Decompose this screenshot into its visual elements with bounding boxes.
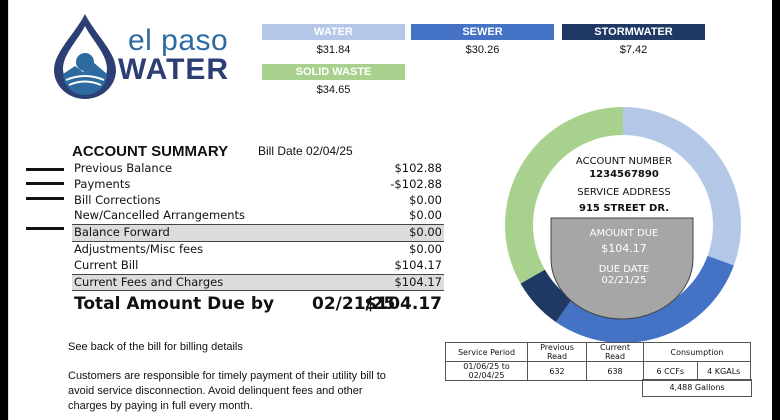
usage-cell: 638 bbox=[586, 361, 644, 381]
service-address: 915 STREET DR. bbox=[578, 203, 670, 214]
summary-row-value: $104.17 bbox=[394, 274, 442, 289]
total-due-date: 02/21/25 bbox=[312, 294, 396, 314]
service-sewer-header: SEWER bbox=[411, 24, 554, 40]
donut-arc-stormwater bbox=[520, 269, 572, 323]
summary-row-label: Adjustments/Misc fees bbox=[74, 241, 204, 256]
amount-due-box bbox=[550, 217, 694, 320]
scan-mark bbox=[26, 168, 64, 171]
page-edge bbox=[8, 0, 9, 420]
utility-bill-page: el paso WATER WATER $31.84 SEWER $30.26 … bbox=[8, 0, 772, 420]
summary-row-value: $104.17 bbox=[394, 257, 442, 272]
summary-row-label: Current Fees and Charges bbox=[74, 274, 224, 289]
total-due-label: Total Amount Due by bbox=[74, 294, 275, 314]
usage-header: Service Period bbox=[445, 342, 528, 362]
logo-text-water: WATER bbox=[118, 53, 230, 86]
summary-row-value: $102.88 bbox=[394, 161, 442, 175]
service-sewer: SEWER $30.26 bbox=[411, 24, 554, 56]
amount-due-value: $104.17 bbox=[601, 242, 647, 255]
summary-row-value: $0.00 bbox=[409, 225, 442, 240]
summary-row-value: $0.00 bbox=[409, 208, 442, 223]
summary-row-label: Current Bill bbox=[74, 257, 139, 272]
usage-header: Previous Read bbox=[527, 342, 587, 362]
donut-arc-solid-waste bbox=[505, 107, 623, 284]
total-amount-due: Total Amount Due by 02/21/25 $104.17 bbox=[72, 294, 444, 316]
usage-table: Service Period Previous Read Current Rea… bbox=[445, 342, 751, 381]
service-water-amount: $31.84 bbox=[316, 44, 351, 56]
summary-row-label: Payments bbox=[74, 176, 131, 191]
payment-responsibility-note: Customers are responsible for timely pay… bbox=[68, 370, 386, 412]
summary-row-label: Balance Forward bbox=[74, 225, 170, 240]
bill-date: Bill Date 02/04/25 bbox=[258, 144, 353, 158]
donut-arc-sewer bbox=[555, 255, 734, 343]
account-donut-panel: ACCOUNT NUMBER 1234567890 SERVICE ADDRES… bbox=[495, 107, 753, 348]
usage-cell: 4 KGALs bbox=[696, 361, 751, 381]
charges-donut-ring bbox=[505, 107, 741, 343]
summary-row: Adjustments/Misc fees $0.00 bbox=[72, 242, 444, 258]
service-address-label: SERVICE ADDRESS bbox=[577, 187, 671, 198]
service-stormwater-amount: $7.42 bbox=[619, 44, 648, 56]
summary-row: Previous Balance $102.88 bbox=[72, 161, 444, 177]
water-drop-logo-icon bbox=[54, 14, 116, 99]
usage-header-row: Service Period Previous Read Current Rea… bbox=[445, 342, 751, 362]
summary-row: New/Cancelled Arrangements $0.00 bbox=[72, 208, 444, 224]
account-summary-title: ACCOUNT SUMMARY bbox=[72, 143, 229, 160]
summary-row-highlighted: Current Fees and Charges $104.17 bbox=[72, 273, 444, 292]
summary-row-label: New/Cancelled Arrangements bbox=[74, 208, 246, 223]
usage-header: Consumption bbox=[643, 342, 751, 362]
amount-due-label: AMOUNT DUE bbox=[589, 228, 659, 239]
scan-mark bbox=[26, 182, 64, 185]
usage-cell: 632 bbox=[527, 361, 587, 381]
billing-details-note: See back of the bill for billing details bbox=[68, 341, 243, 353]
service-stormwater-header: STORMWATER bbox=[562, 24, 705, 40]
service-solid-waste-amount: $34.65 bbox=[316, 84, 351, 96]
summary-row-value: -$102.88 bbox=[390, 176, 442, 191]
logo-text-el-paso: el paso bbox=[128, 24, 229, 57]
service-stormwater: STORMWATER $7.42 bbox=[562, 24, 705, 56]
usage-cell: 01/06/25 to 02/04/25 bbox=[445, 361, 528, 381]
total-due-value: $104.17 bbox=[364, 294, 442, 314]
summary-row-value: $0.00 bbox=[409, 241, 442, 256]
summary-row-label: Previous Balance bbox=[74, 161, 173, 175]
scan-mark bbox=[26, 197, 64, 200]
account-number-label: ACCOUNT NUMBER bbox=[575, 156, 673, 167]
service-solid-waste: SOLID WASTE $34.65 bbox=[262, 64, 405, 96]
usage-data-row: 01/06/25 to 02/04/25 632 638 6 CCFs 4 KG… bbox=[445, 361, 751, 381]
el-paso-water-logo: el paso WATER bbox=[50, 12, 270, 100]
usage-gallons: 4,488 Gallons bbox=[642, 379, 752, 397]
account-number: 1234567890 bbox=[589, 169, 659, 180]
service-water-header: WATER bbox=[262, 24, 405, 40]
usage-cell: 6 CCFs bbox=[643, 361, 698, 381]
summary-row: Payments -$102.88 bbox=[72, 177, 444, 193]
summary-row-label: Bill Corrections bbox=[74, 192, 161, 207]
account-summary-rows: Previous Balance $102.88 Payments -$102.… bbox=[72, 161, 444, 292]
summary-row: Bill Corrections $0.00 bbox=[72, 193, 444, 209]
summary-row-value: $0.00 bbox=[409, 192, 442, 207]
service-water: WATER $31.84 bbox=[262, 24, 405, 56]
service-sewer-amount: $30.26 bbox=[465, 44, 500, 56]
due-date-value: 02/21/25 bbox=[601, 275, 647, 286]
scan-mark bbox=[26, 227, 64, 230]
service-solid-waste-header: SOLID WASTE bbox=[262, 64, 405, 80]
summary-row-highlighted: Balance Forward $0.00 bbox=[72, 224, 444, 242]
due-date-label: DUE DATE bbox=[598, 264, 650, 275]
usage-header: Current Read bbox=[586, 342, 644, 362]
donut-arc-water bbox=[623, 107, 741, 266]
summary-row: Current Bill $104.17 bbox=[72, 258, 444, 274]
